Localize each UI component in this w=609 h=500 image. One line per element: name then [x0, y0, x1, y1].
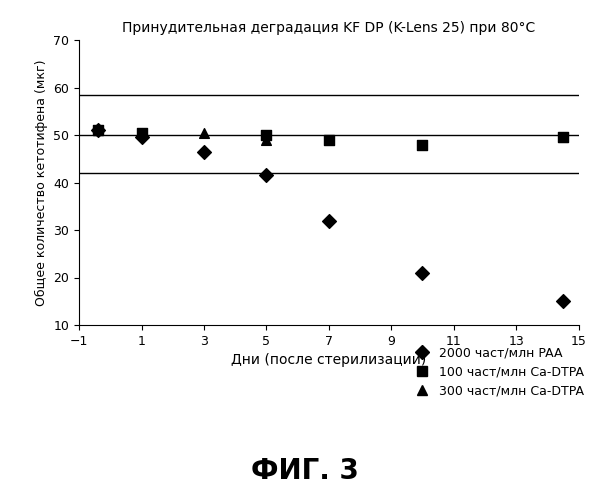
Point: [199, 128, 209, 136]
Point: [136, 128, 146, 136]
Point: [418, 269, 428, 277]
Point: [558, 134, 568, 141]
Point: [262, 136, 272, 144]
Point: [324, 136, 334, 144]
Point: [136, 134, 146, 141]
X-axis label: Дни (после стерилизации): Дни (после стерилизации): [231, 354, 426, 368]
Text: ФИГ. 3: ФИГ. 3: [250, 457, 359, 485]
Point: [558, 134, 568, 141]
Point: [199, 148, 209, 156]
Point: [262, 172, 272, 179]
Point: [93, 126, 103, 134]
Point: [262, 131, 272, 139]
Point: [93, 126, 103, 134]
Point: [558, 297, 568, 305]
Legend: 2000 част/млн PAA, 100 част/млн Ca-DTPA, 300 част/млн Ca-DTPA: 2000 част/млн PAA, 100 част/млн Ca-DTPA,…: [409, 346, 585, 398]
Point: [136, 128, 146, 136]
Point: [93, 126, 103, 134]
Title: Принудительная деградация KF DP (K-Lens 25) при 80°C: Принудительная деградация KF DP (K-Lens …: [122, 20, 535, 34]
Y-axis label: Общее количество кетотифена (мкг): Общее количество кетотифена (мкг): [35, 59, 48, 306]
Point: [418, 140, 428, 148]
Point: [324, 216, 334, 224]
